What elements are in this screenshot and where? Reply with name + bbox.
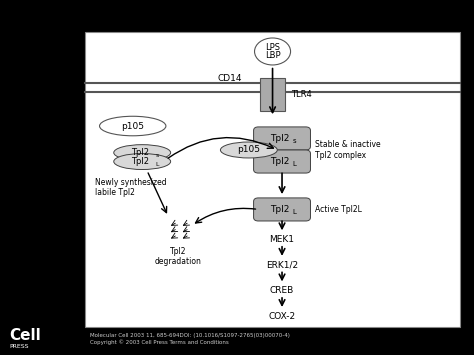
Ellipse shape xyxy=(220,142,277,158)
Text: Molecular Cell 2003 11, 685-694DOI: (10.1016/S1097-2765(03)00070-4)
Copyright © : Molecular Cell 2003 11, 685-694DOI: (10.… xyxy=(90,333,290,345)
Text: L: L xyxy=(155,162,159,167)
FancyBboxPatch shape xyxy=(85,32,460,327)
FancyBboxPatch shape xyxy=(254,150,310,173)
Text: Tpl2: Tpl2 xyxy=(270,134,289,143)
Text: Newly synthesized
labile Tpl2: Newly synthesized labile Tpl2 xyxy=(95,178,166,197)
Text: Figure 7: Figure 7 xyxy=(212,13,262,26)
Text: s: s xyxy=(155,153,159,158)
Text: L: L xyxy=(292,209,296,215)
Text: Cell: Cell xyxy=(9,328,41,343)
Text: CREB: CREB xyxy=(270,286,294,295)
Text: LPS: LPS xyxy=(265,43,280,52)
Text: L: L xyxy=(292,162,296,167)
Text: Tpl2: Tpl2 xyxy=(270,157,289,166)
Text: PRESS: PRESS xyxy=(9,344,29,349)
Text: Tpl2: Tpl2 xyxy=(270,205,289,214)
Text: s: s xyxy=(292,138,296,144)
Text: Active Tpl2L: Active Tpl2L xyxy=(315,205,362,214)
Text: p105: p105 xyxy=(121,121,144,131)
FancyBboxPatch shape xyxy=(254,198,310,221)
Text: Tpl2
degradation: Tpl2 degradation xyxy=(155,247,201,266)
Text: CD14: CD14 xyxy=(218,73,242,83)
Text: LBP: LBP xyxy=(265,50,280,60)
Text: COX-2: COX-2 xyxy=(268,312,296,321)
Text: TLR4: TLR4 xyxy=(291,90,311,99)
Ellipse shape xyxy=(114,145,171,161)
Text: p105: p105 xyxy=(237,146,260,154)
Text: Stable & inactive
Tpl2 complex: Stable & inactive Tpl2 complex xyxy=(315,140,381,160)
Ellipse shape xyxy=(100,116,166,136)
Text: ERK1/2: ERK1/2 xyxy=(266,261,298,270)
Text: MEK1: MEK1 xyxy=(270,235,294,244)
FancyBboxPatch shape xyxy=(260,78,285,111)
Text: Tpl2: Tpl2 xyxy=(131,157,149,166)
Circle shape xyxy=(255,38,291,65)
Ellipse shape xyxy=(114,153,171,170)
Text: Tpl2: Tpl2 xyxy=(131,148,149,157)
FancyBboxPatch shape xyxy=(254,127,310,150)
